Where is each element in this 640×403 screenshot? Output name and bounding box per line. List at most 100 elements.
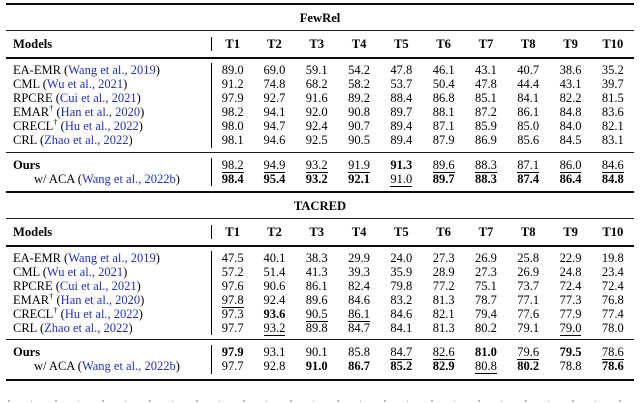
models-column-header: Models — [13, 37, 53, 51]
score-cell: 78.6 — [592, 359, 634, 373]
citation-link[interactable]: Hu et al., 2022 — [64, 307, 139, 322]
tacred-results-table: TACRED Models T1 T2 T3 T4 T5 T6 T7 T8 T9 T10 EA-EM… — [0, 193, 640, 379]
score-cell: 82.6 — [422, 345, 464, 361]
score-cell: 84.6 — [338, 293, 380, 307]
score-value: 82.9 — [432, 359, 455, 374]
citation-link[interactable]: Wang et al., 2019 — [68, 250, 156, 265]
score-value: 40.1 — [263, 250, 286, 265]
citation-link[interactable]: Zhao et al., 2022 — [44, 321, 129, 336]
score-value: 35.2 — [601, 63, 624, 77]
model-name-cell: EMAR† (Han et al., 2020) — [6, 292, 211, 308]
score-value: 83.1 — [601, 133, 624, 148]
score-cell: 86.9 — [465, 133, 507, 147]
score-cell: 97.9 — [211, 345, 253, 360]
score-value: 27.3 — [432, 250, 455, 265]
score-cell: 86.4 — [549, 172, 591, 186]
score-cell: 26.9 — [465, 251, 507, 265]
score-cell: 43.1 — [465, 63, 507, 77]
score-value: 24.8 — [559, 264, 582, 279]
score-cell: 47.8 — [380, 63, 422, 77]
citation-link[interactable]: Han et al., 2020 — [60, 105, 141, 120]
score-cell: 92.8 — [253, 359, 295, 373]
citation-link[interactable]: Cui et al., 2021 — [59, 91, 137, 106]
score-value: 86.9 — [475, 133, 497, 148]
task-column-header: T5 — [393, 37, 409, 51]
score-value: 57.2 — [221, 264, 244, 279]
score-value: 87.1 — [517, 157, 540, 173]
column-header-row: Models T1 T2 T3 T4 T5 T6 T7 T8 T9 T10 — [6, 219, 634, 245]
score-value: 84.5 — [559, 133, 582, 148]
score-value: 98.1 — [221, 133, 244, 148]
task-column-header: T3 — [309, 37, 325, 51]
score-value: 77.2 — [432, 278, 455, 293]
citation-link[interactable]: Wang et al., 2022b — [81, 359, 176, 374]
score-value: 93.2 — [305, 157, 328, 173]
citation: (Hu et al., 2022) — [57, 307, 143, 322]
score-cell: 84.7 — [338, 321, 380, 335]
score-value: 89.4 — [390, 119, 413, 134]
score-cell: 77.6 — [507, 307, 549, 321]
citation-link[interactable]: Cui et al., 2021 — [59, 278, 137, 293]
score-cell: 73.7 — [507, 279, 549, 293]
score-cell: 82.1 — [592, 119, 634, 133]
citation: (Hu et al., 2022) — [57, 119, 143, 134]
score-value: 89.7 — [390, 105, 413, 120]
score-cell: 98.2 — [211, 105, 253, 120]
score-value: 80.8 — [475, 359, 497, 375]
table-row: CRECL† (Hu et al., 2022) 98.0 94.7 92.4 90.7… — [6, 118, 634, 134]
score-cell: 54.2 — [338, 63, 380, 77]
ours-rows-body: Ours 97.9 93.1 90.1 85.8 84.7 82.6 81.0 79.6 79.5… — [6, 340, 634, 378]
model-name-cell: EMAR† (Han et al., 2020) — [6, 104, 211, 120]
score-value: 97.9 — [221, 345, 244, 360]
score-cell: 90.7 — [338, 119, 380, 133]
score-cell: 86.7 — [338, 359, 380, 373]
score-cell: 25.8 — [507, 251, 549, 265]
score-cell: 79.0 — [549, 321, 591, 337]
model-name-cell: w/ ACA (Wang et al., 2022b) — [6, 359, 211, 373]
score-value: 93.2 — [263, 321, 286, 337]
citation-link[interactable]: Wang et al., 2019 — [68, 63, 156, 77]
dataset-title-tacred: TACRED — [293, 198, 347, 213]
model-label: CML — [13, 264, 40, 279]
score-cell: 81.3 — [422, 321, 464, 335]
score-value: 88.1 — [432, 105, 455, 120]
score-cell: 98.1 — [211, 133, 253, 148]
citation-link[interactable]: Zhao et al., 2022 — [44, 133, 129, 148]
model-name-cell: RPCRE (Cui et al., 2021) — [6, 91, 211, 105]
score-cell: 87.1 — [422, 119, 464, 133]
score-cell: 86.1 — [507, 105, 549, 119]
top-rule — [6, 3, 634, 5]
model-label: Ours — [13, 345, 41, 360]
citation-link[interactable]: Hu et al., 2022 — [64, 119, 139, 134]
score-value: 59.1 — [305, 63, 328, 77]
score-value: 98.4 — [221, 171, 244, 186]
task-column-header: T7 — [478, 224, 494, 239]
score-value: 84.6 — [348, 293, 370, 308]
score-value: 86.8 — [432, 91, 455, 106]
score-value: 25.8 — [517, 250, 540, 265]
middle-rule — [6, 190, 634, 193]
score-cell: 85.6 — [507, 133, 549, 147]
score-cell: 88.4 — [380, 91, 422, 105]
citation-link[interactable]: Wu et al., 2021 — [46, 77, 124, 92]
citation-link[interactable]: Wang et al., 2022b — [81, 171, 176, 186]
score-cell: 85.2 — [380, 359, 422, 373]
score-cell: 90.8 — [338, 105, 380, 119]
score-value: 84.1 — [390, 321, 413, 336]
task-column-header: T1 — [211, 224, 253, 239]
ours-rows-body: Ours 98.2 94.9 93.2 91.9 91.3 89.6 88.3 87.1 86.0… — [6, 153, 634, 191]
model-name-cell: CRL (Zhao et al., 2022) — [6, 133, 211, 147]
score-cell: 84.1 — [380, 321, 422, 335]
score-value: 73.7 — [517, 278, 540, 293]
citation: (Zhao et al., 2022) — [36, 321, 133, 336]
score-value: 28.9 — [432, 264, 455, 279]
score-value: 88.4 — [390, 91, 413, 106]
score-cell: 78.7 — [465, 293, 507, 307]
citation-link[interactable]: Han et al., 2020 — [60, 293, 141, 308]
score-cell: 51.4 — [253, 265, 295, 279]
score-cell: 83.1 — [592, 133, 634, 147]
citation-link[interactable]: Wu et al., 2021 — [46, 264, 124, 279]
score-cell: 93.2 — [296, 157, 338, 173]
score-cell: 40.7 — [507, 63, 549, 77]
score-cell: 94.7 — [253, 119, 295, 133]
